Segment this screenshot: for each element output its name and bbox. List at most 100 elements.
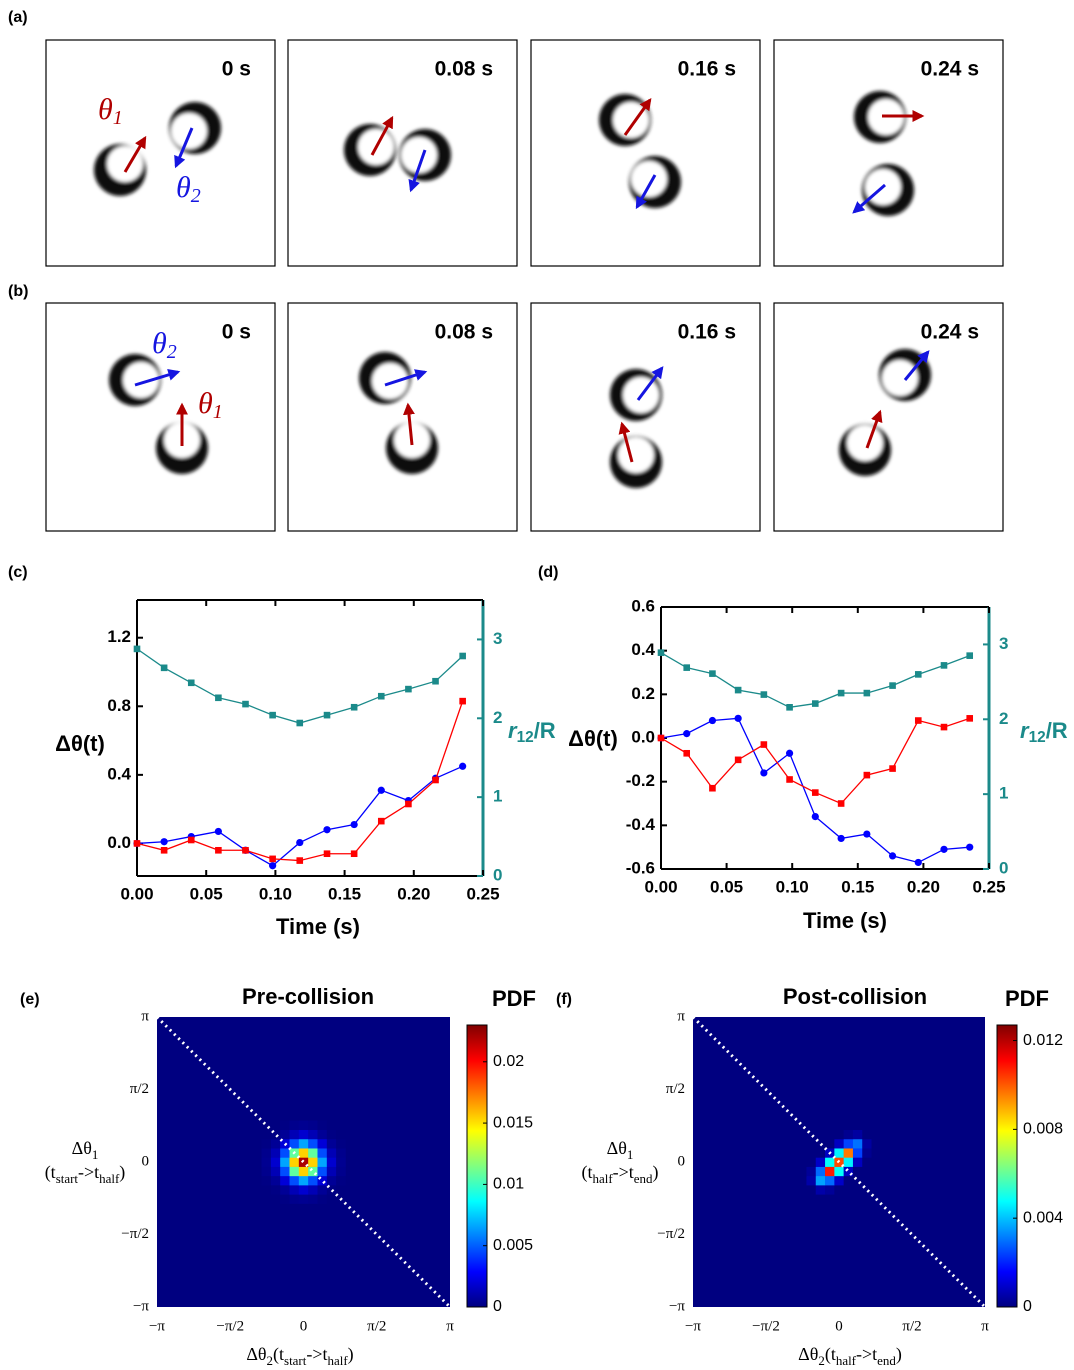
angle-label: θ1 [198, 387, 223, 423]
heatmap-cell [289, 1129, 300, 1140]
marker [914, 717, 922, 724]
heatmap-cell [815, 1194, 826, 1204]
heatmap-cell [862, 1185, 872, 1195]
heatmap-cell [298, 1185, 309, 1195]
label-part: half [593, 1171, 614, 1186]
marker [966, 843, 974, 851]
label-part: 1 [627, 1147, 633, 1162]
heatmap-cell [336, 1129, 346, 1140]
time-label: 0.16 s [678, 321, 736, 344]
heatmap-cell [317, 1185, 328, 1195]
heatmap-cell [862, 1157, 872, 1167]
x-tick-label: −π/2 [752, 1318, 780, 1334]
time-label: 0.24 s [921, 321, 979, 344]
heatmap-cell [834, 1129, 844, 1140]
heatmap-cell [317, 1157, 328, 1167]
heatmap-cell [280, 1148, 290, 1158]
y-tick-label: 0 [678, 1153, 686, 1169]
marker [459, 762, 467, 770]
heatmap-cell [852, 1157, 863, 1167]
marker [215, 694, 222, 702]
marker [966, 652, 974, 659]
heatmap-cell [308, 1194, 318, 1204]
y2-tick-label: 2 [999, 709, 1008, 728]
heatmap-cell [308, 1175, 318, 1186]
y2-tick-label: 3 [999, 634, 1008, 653]
marker [377, 817, 385, 825]
marker [350, 820, 358, 829]
frame [45, 302, 276, 532]
heatmap-cell [843, 1120, 854, 1130]
heatmap-cell [270, 1194, 281, 1204]
heatmap-cell [815, 1138, 826, 1149]
marker [966, 715, 974, 722]
symbol: θ [176, 171, 191, 204]
panel-label: (d) [538, 564, 558, 581]
heatmap-cell [852, 1166, 863, 1177]
heatmap-cell [261, 1166, 272, 1177]
label-part: start [56, 1171, 79, 1186]
particle-cap [631, 161, 667, 197]
colorbar-tick-label: 0.02 [493, 1053, 524, 1070]
y2-axis-label: r12/R [508, 718, 556, 746]
label-part: ) [653, 1162, 659, 1183]
particle-cap [123, 362, 159, 398]
marker [760, 769, 768, 777]
marker [863, 830, 871, 838]
marker [160, 664, 168, 672]
label-part: ) [348, 1344, 354, 1365]
heatmap-cell [261, 1120, 272, 1130]
y-tick-label: 0 [142, 1153, 150, 1169]
marker [683, 730, 691, 738]
marker [863, 689, 871, 697]
marker [323, 850, 331, 858]
marker [214, 827, 222, 836]
x-tick-label: π/2 [902, 1318, 921, 1334]
heatmap-cell [852, 1138, 863, 1149]
heatmap-cell [834, 1185, 844, 1195]
heatmap-cell [317, 1194, 328, 1204]
subscript: 1 [113, 107, 123, 129]
y2-tick-label: 0 [999, 858, 1008, 877]
marker [296, 719, 304, 727]
frame [773, 302, 1004, 532]
marker [350, 850, 358, 858]
x-tick-label: 0.20 [397, 884, 430, 903]
panel-label: (e) [20, 991, 40, 1008]
heatmap-cell [326, 1148, 337, 1158]
heatmap-cell [280, 1194, 290, 1204]
y2-tick-label: 0 [493, 865, 502, 884]
y-tick-label: −π/2 [657, 1226, 685, 1242]
heatmap-cell [289, 1185, 300, 1195]
heatmap-cell [261, 1185, 272, 1195]
y-tick-label: 0.8 [107, 696, 131, 715]
y-tick-label: −π [669, 1298, 685, 1314]
label-part: r [1020, 718, 1030, 743]
heatmap-cell [843, 1129, 854, 1140]
heatmap-cell [336, 1148, 346, 1158]
label-part: ->t [78, 1162, 99, 1182]
marker [786, 776, 793, 783]
heatmap-cell [862, 1194, 872, 1204]
heatmap-cell [289, 1157, 300, 1167]
heatmap-cell [852, 1185, 863, 1195]
frame [773, 39, 1004, 267]
label-part: ->t [306, 1344, 327, 1364]
x-tick-label: 0.15 [841, 877, 874, 896]
heatmap-cell [261, 1194, 272, 1204]
heatmap-cell [806, 1194, 817, 1204]
heatmap-cell [843, 1185, 854, 1195]
colorbar-tick-label: 0.008 [1023, 1121, 1063, 1138]
colorbar-tick-label: 0.004 [1023, 1209, 1063, 1226]
x-tick-label: 0.10 [259, 884, 292, 903]
heatmap-cell [270, 1148, 281, 1158]
heatmap-cell [317, 1129, 328, 1140]
marker [760, 741, 768, 748]
heatmap-cell [326, 1129, 337, 1140]
heatmap-cell [815, 1157, 826, 1167]
heatmap-cell [862, 1148, 872, 1158]
heatmap-cell [815, 1148, 826, 1158]
heatmap-cell [843, 1148, 854, 1158]
marker [888, 852, 897, 860]
